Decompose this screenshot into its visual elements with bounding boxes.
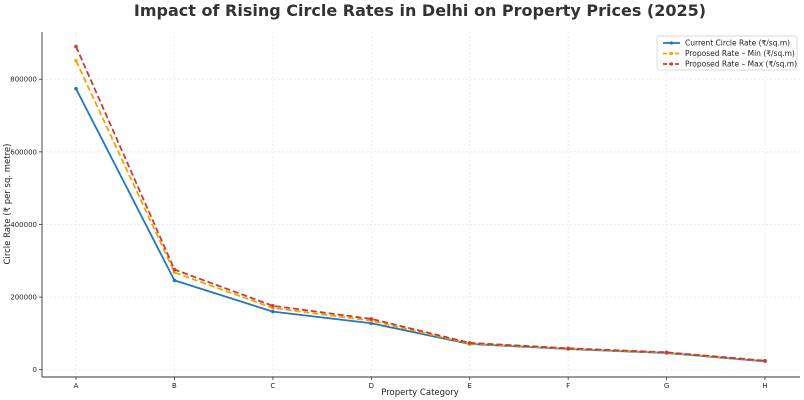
data-point — [763, 358, 767, 363]
y-tick-label: 800000 — [10, 76, 37, 84]
data-point — [467, 341, 472, 345]
x-tick-label: E — [467, 382, 471, 390]
series-2 — [74, 58, 767, 363]
y-axis-label: Circle Rate (₹ per sq. metre) — [3, 144, 13, 265]
legend-marker — [669, 62, 674, 66]
data-point — [271, 304, 275, 308]
y-tick-label: 200000 — [10, 294, 37, 302]
series-1 — [74, 86, 767, 364]
legend-box — [656, 35, 798, 71]
data-point — [74, 58, 78, 63]
x-tick-label: B — [172, 382, 177, 390]
grid — [42, 32, 800, 377]
x-tick-label: D — [369, 382, 374, 390]
legend-item: Current Circle Rate (₹/sq.m) — [663, 39, 790, 48]
y-tick-label: 600000 — [10, 148, 37, 156]
series-3 — [74, 44, 767, 363]
data-point — [172, 270, 177, 275]
data-point — [74, 44, 78, 49]
x-tick-label: F — [566, 382, 570, 390]
x-tick-label: A — [74, 382, 79, 390]
x-tick-label: H — [762, 382, 767, 390]
data-point — [664, 350, 669, 355]
y-axis-ticks: 0 200000 400000 600000 800000 — [10, 76, 42, 374]
legend: Current Circle Rate (₹/sq.m)Proposed Rat… — [656, 35, 798, 71]
data-point — [566, 346, 570, 351]
data-point — [271, 309, 275, 314]
x-axis-ticks: A B C D E F G H — [74, 377, 768, 390]
legend-item: Proposed Rate – Min (₹/sq.m) — [663, 49, 795, 58]
y-tick-label: 0 — [33, 366, 37, 374]
legend-label: Current Circle Rate (₹/sq.m) — [685, 39, 790, 48]
data-point — [74, 86, 78, 91]
x-axis-label: Property Category — [381, 388, 459, 398]
legend-item: Proposed Rate – Max (₹/sq.m) — [663, 60, 797, 69]
legend-label: Proposed Rate – Min (₹/sq.m) — [685, 49, 795, 58]
y-tick-label: 400000 — [10, 221, 37, 229]
x-tick-label: C — [270, 382, 275, 390]
series-line — [75, 46, 766, 362]
axes — [41, 32, 800, 378]
series-group — [74, 44, 767, 364]
series-line — [75, 88, 766, 363]
data-point — [369, 317, 374, 321]
data-point — [172, 267, 177, 272]
chart-title: Impact of Rising Circle Rates in Delhi o… — [134, 1, 706, 20]
legend-label: Proposed Rate – Max (₹/sq.m) — [685, 60, 797, 69]
legend-marker — [669, 51, 674, 56]
legend-marker — [669, 41, 674, 45]
series-line — [75, 60, 766, 362]
data-point — [172, 278, 177, 283]
x-tick-label: G — [664, 382, 669, 390]
data-point — [369, 321, 374, 326]
